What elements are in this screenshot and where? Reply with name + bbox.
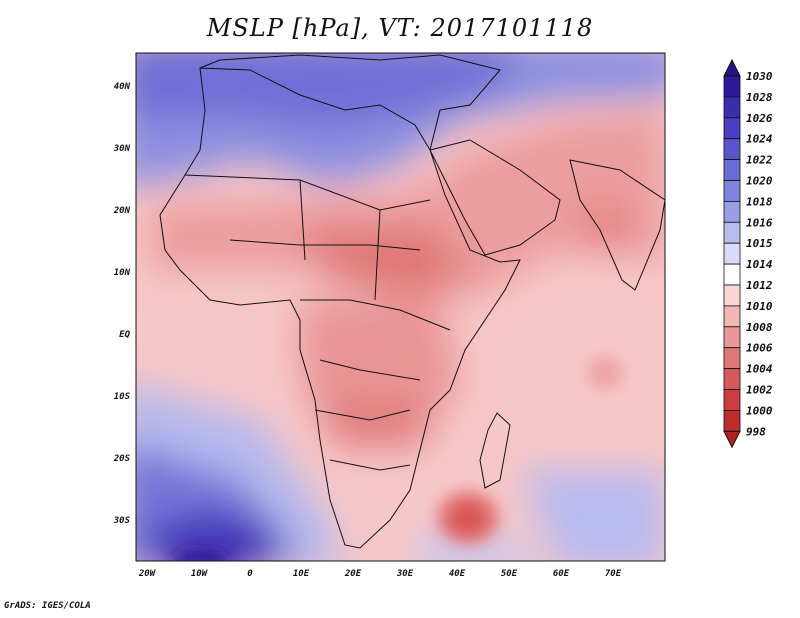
colorbar-swatch [723,75,741,98]
colorbar-swatch [723,284,741,307]
colorbar-level-label: 1004 [746,363,773,376]
colorbar-level-label: 1012 [746,279,773,292]
colorbar-swatch [723,409,741,432]
colorbar-swatch [723,263,741,286]
lat-label: 20N [113,206,131,216]
pressure-field [136,53,665,561]
lat-label: 10S [114,392,131,402]
colorbar-swatch [723,138,741,160]
colorbar-swatch [723,221,741,244]
colorbar-level-label: 1018 [746,195,773,208]
colorbar-level-label: 1016 [746,216,773,229]
colorbar-level-label: 1015 [746,237,773,250]
lon-label: 10W [191,569,209,579]
lon-label: 40E [449,569,466,579]
colorbar-level-label: 998 [746,425,766,438]
lon-label: 70E [605,569,622,579]
colorbar-swatch [723,180,741,202]
longitude-axis: 20W 10W 0 10E 20E 30E 40E 50E 60E 70E [138,569,622,579]
colorbar-level-label: 1024 [746,133,773,146]
latitude-axis: 40N 30N 20N 10N EQ 10S 20S 30S [113,82,131,526]
colorbar-swatch [723,305,741,328]
lat-label: 10N [114,268,131,278]
map-frame [135,52,666,562]
colorbar-swatch [723,368,741,390]
lat-label: 20S [113,454,131,464]
colorbar-swatch [723,117,741,140]
colorbar-swatch [723,159,741,181]
coastlines [159,54,665,549]
colorbar-level-label: 1008 [746,321,773,334]
colorbar-level-label: 1022 [746,154,773,167]
colorbar-level-label: 1000 [746,404,773,417]
lat-label: 40N [114,82,131,92]
colorbar-level-label: 1002 [746,384,773,397]
colorbar-level-label: 1014 [746,258,773,271]
colorbar-swatch [723,96,741,119]
colorbar-swatch [723,200,741,223]
colorbar-level-label: 1030 [746,70,773,83]
colorbar-swatch [723,389,741,411]
lon-label: 0 [247,569,253,579]
lon-label: 20W [138,569,157,579]
lat-label: 30N [113,144,131,154]
lon-label: 30E [396,569,414,579]
chart-title: MSLP [hPa], VT: 2017101118 [206,14,594,42]
lon-label: 20E [344,569,362,579]
lat-label: 30S [113,516,131,526]
colorbar-swatch [723,347,741,370]
colorbar-level-label: 1006 [746,342,773,355]
lon-label: 50E [501,569,518,579]
lon-label: 10E [293,569,310,579]
colorbar: 1030 1028 1026 1024 1022 1020 1018 1016 1015 1014… [723,58,773,449]
colorbar-swatch [723,242,741,265]
colorbar-level-label: 1020 [746,175,773,188]
colorbar-level-label: 1026 [746,112,773,125]
lon-label: 60E [553,569,570,579]
colorbar-bottom-arrow [723,430,741,449]
lat-label: EQ [119,330,130,340]
colorbar-level-label: 1010 [746,300,773,313]
credit-text: GrADS: IGES/COLA [4,601,91,611]
colorbar-swatch [723,326,741,349]
colorbar-level-label: 1028 [746,91,773,104]
colorbar-top-arrow [723,58,741,77]
